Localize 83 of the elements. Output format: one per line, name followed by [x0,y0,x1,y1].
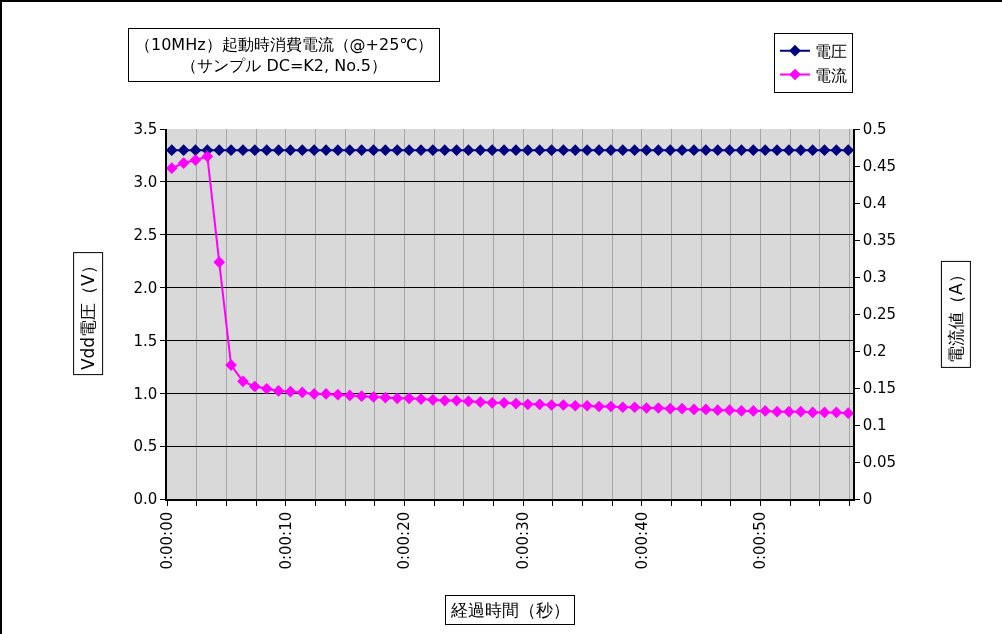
point [284,385,297,398]
point [557,399,570,411]
point [272,385,285,397]
x-tick-label: 0:00:00 [157,511,176,570]
point [545,399,558,411]
x-tick-label: 0:00:10 [276,511,295,570]
point [783,405,795,418]
point [818,406,831,419]
point [723,404,736,417]
point [759,405,772,417]
x-tick-label: 0:00:30 [513,511,532,570]
point [605,400,617,413]
point [391,392,404,405]
point [640,402,653,414]
point [806,406,819,419]
point [521,398,534,411]
chart-subtitle: （サンプル DC=K2, No.5） [181,55,387,75]
point [688,403,700,416]
point [676,402,688,415]
y2-tick-label: 0.15 [862,379,897,398]
legend-label: 電圧 [815,41,847,61]
y2-tick-label: 0.1 [862,416,887,435]
point [462,395,475,408]
point [427,393,439,406]
point [652,402,665,414]
y-tick-label: 1.5 [133,331,158,350]
point [343,389,356,402]
x-tick-label: 0:00:40 [632,511,651,570]
point [794,405,807,418]
point [379,391,392,404]
point [830,406,843,419]
x-tick-label: 0:00:50 [751,511,770,570]
point [237,375,249,388]
point [450,394,463,407]
point [628,401,641,414]
legend-label: 電流 [815,65,847,85]
point [213,256,226,269]
y-tick-label: 3.5 [133,120,158,139]
point [189,154,202,166]
y2-tick-label: 0.25 [862,305,897,324]
y-axis-title: Vdd電圧（V） [78,257,99,371]
y-tick-label: 0.5 [133,437,158,456]
y-tick-label: 1.0 [133,384,158,403]
y2-tick-label: 0.3 [862,268,887,287]
y2-tick-label: 0.5 [862,120,887,139]
y2-tick-label: 0.35 [862,231,897,250]
point [699,403,712,416]
point [569,399,582,412]
point [616,401,629,414]
point [581,399,593,412]
point [201,150,214,163]
chart-title: （10MHz）起動時消費電流（@+25℃） [135,35,434,54]
point [403,392,415,405]
point [593,400,605,413]
point [248,380,261,393]
y2-axis-title: 電流値（A） [945,266,966,363]
point [296,386,309,399]
y2-tick-label: 0.05 [862,453,897,472]
point [771,405,783,418]
point [355,390,368,402]
y2-tick-label: 0.4 [862,194,887,213]
point [664,402,677,415]
y-tick-label: 3.0 [133,173,158,192]
y2-tick-label: 0.45 [862,157,897,176]
point [510,397,522,410]
point [260,382,273,395]
point [711,404,724,417]
y2-tick-label: 0 [862,490,873,509]
point [177,157,190,169]
x-axis-title: 経過時間（秒） [450,600,570,620]
point [438,394,451,407]
point [474,396,487,408]
x-tick-label: 0:00:20 [395,511,414,570]
y-tick-label: 2.5 [133,225,158,244]
point [735,405,748,417]
point [498,396,510,409]
point [367,391,380,403]
point [486,396,499,409]
y2-tick-label: 0.2 [862,342,887,361]
y-tick-label: 0.0 [133,490,158,509]
y-tick-label: 2.0 [133,278,158,297]
point [332,388,344,401]
point [533,398,546,411]
